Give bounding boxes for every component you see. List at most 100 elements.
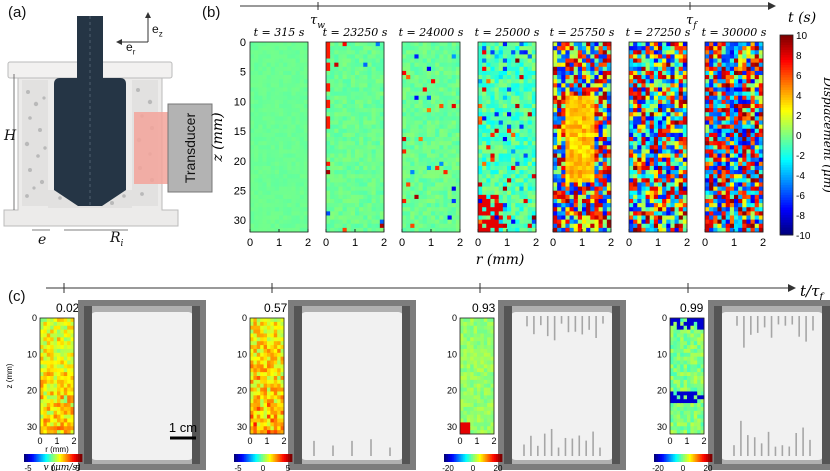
c-cb-tick-label: 0	[261, 464, 266, 471]
colorbar-tick-label: 10	[796, 31, 808, 42]
c-z-tick-label: 20	[237, 386, 247, 396]
r-tick-label: 2	[760, 237, 766, 249]
cell-photo-1	[78, 300, 206, 470]
c-z-tick-label: 30	[237, 422, 247, 432]
z-axis-label: z (mm)	[210, 112, 226, 162]
c-r-tick-label: 2	[701, 436, 706, 446]
c-z-tick-label: 0	[662, 313, 667, 323]
velocity-colorbar-3	[444, 454, 503, 462]
time-label-5: t = 25750 s	[550, 26, 615, 39]
r-tick-label: 0	[323, 237, 329, 249]
r-tick-label: 0	[626, 237, 632, 249]
c-r-tick-label: 0	[457, 436, 462, 446]
velocity-colorbar-1	[24, 454, 83, 462]
c-z-tick-label: 20	[447, 386, 457, 396]
colorbar-tick-label: -4	[796, 171, 805, 182]
colorbar-tick-label: 4	[796, 91, 802, 102]
tf-axis-arrow	[788, 284, 796, 292]
c-r-tick-label: 0	[247, 436, 252, 446]
c-cb-tick-label: 5	[286, 464, 291, 471]
colorbar-tick-label: 6	[796, 71, 802, 82]
displacement-map-1	[250, 42, 309, 233]
panel-b-label: (b)	[202, 4, 221, 21]
c-r-tick-label: 1	[264, 436, 269, 446]
displacement-map-5	[553, 42, 612, 233]
c-cb-label: v (μm/s)	[43, 462, 80, 471]
panel-a-label: (a)	[8, 4, 27, 21]
displacement-maps: τw τf t (s)t = 315 s0 1 2t = 23250 s0 1 2t = 2…	[210, 2, 830, 268]
c-z-tick-label: 0	[452, 313, 457, 323]
colorbar-tick-label: -8	[796, 211, 805, 222]
time-axis-label: t (s)	[788, 10, 816, 26]
time-label-7: t = 30000 s	[702, 26, 767, 39]
time-label-4: t = 25000 s	[475, 26, 540, 39]
c-z-axis-label: z (mm)	[5, 363, 14, 388]
r-tick-label: 2	[533, 237, 539, 249]
z-tick-label: 15	[234, 126, 246, 138]
snapshot-fraction-1: 0.02	[56, 301, 80, 315]
displacement-map-2	[326, 42, 385, 233]
r-tick-label: 1	[579, 237, 585, 249]
r-tick-label: 1	[276, 237, 282, 249]
time-label-6: t = 27250 s	[626, 26, 691, 39]
c-r-tick-label: 1	[54, 436, 59, 446]
r-tick-label: 2	[684, 237, 690, 249]
c-z-tick-label: 30	[27, 422, 37, 432]
c-cb-tick-label: 20	[494, 464, 503, 471]
c-cb-tick-label: 20	[704, 464, 713, 471]
c-r-tick-label: 2	[71, 436, 76, 446]
c-z-tick-label: 20	[657, 386, 667, 396]
c-cb-tick-label: -5	[234, 464, 242, 471]
velocity-map-2	[250, 318, 285, 435]
c-r-axis-label: r (mm)	[45, 445, 69, 454]
c-cb-tick-label: -5	[24, 464, 32, 471]
c-z-tick-label: 10	[237, 349, 247, 359]
z-tick-label: 25	[234, 185, 246, 197]
r-tick-label: 2	[381, 237, 387, 249]
displacement-map-6	[629, 42, 688, 233]
r-tick-label: 2	[305, 237, 311, 249]
time-label-1: t = 315 s	[254, 26, 305, 39]
c-cb-tick-label: 0	[681, 464, 686, 471]
time-label-3: t = 24000 s	[399, 26, 464, 39]
r-tick-label: 1	[504, 237, 510, 249]
colorbar-tick-label: -6	[796, 191, 805, 202]
snapshot-fraction-2: 0.57	[264, 301, 288, 315]
ez-axis-label: ez	[152, 22, 163, 39]
cell-photo-4	[708, 300, 830, 470]
z-tick-label: 30	[234, 215, 246, 227]
displacement-map-7	[705, 42, 764, 233]
c-z-tick-label: 30	[447, 422, 457, 432]
c-r-tick-label: 1	[684, 436, 689, 446]
colorbar-tick-label: -10	[796, 231, 811, 242]
c-z-tick-label: 30	[657, 422, 667, 432]
c-z-tick-label: 0	[32, 313, 37, 323]
displacement-colorbar	[780, 35, 793, 236]
inner-radius-label: Ri	[110, 230, 124, 249]
c-cb-tick-label: 0	[51, 464, 56, 471]
displacement-map-4	[478, 42, 537, 233]
c-r-tick-label: 0	[37, 436, 42, 446]
height-label: H	[4, 128, 17, 144]
scale-bar-label: 1 cm	[169, 420, 197, 435]
r-axis-label: r (mm)	[476, 252, 525, 268]
colorbar-tick-label: -2	[796, 151, 805, 162]
snapshot-fraction-4: 0.99	[680, 301, 704, 315]
cell-schematic	[3, 12, 213, 231]
z-tick-label: 10	[234, 96, 246, 108]
r-tick-label: 1	[731, 237, 737, 249]
c-r-tick-label: 0	[667, 436, 672, 446]
time-label-2: t = 23250 s	[323, 26, 388, 39]
velocity-colorbar-4	[654, 454, 713, 462]
time-axis-arrow	[768, 2, 776, 10]
c-cb-tick-label: 0	[471, 464, 476, 471]
thickness-label: e	[38, 232, 47, 248]
c-cb-tick-label: -20	[442, 464, 454, 471]
c-r-tick-label: 1	[474, 436, 479, 446]
c-r-tick-label: 2	[491, 436, 496, 446]
c-z-tick-label: 10	[27, 349, 37, 359]
c-cb-tick-label: -20	[652, 464, 664, 471]
tf-axis-label: t/τf	[800, 282, 825, 303]
colorbar-tick-label: 0	[796, 131, 802, 142]
c-z-tick-label: 20	[27, 386, 37, 396]
